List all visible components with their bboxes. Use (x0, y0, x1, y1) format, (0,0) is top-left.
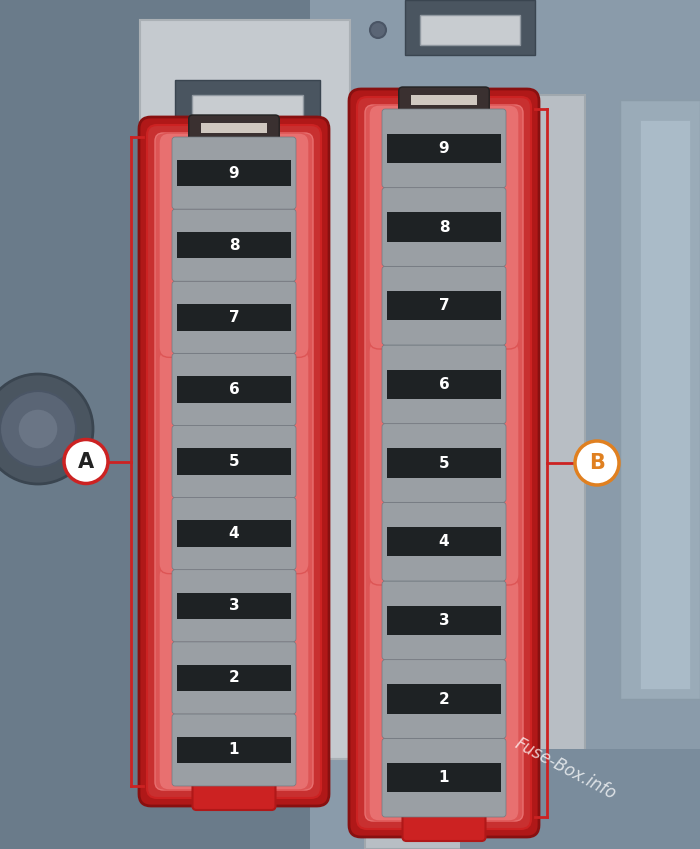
FancyBboxPatch shape (365, 105, 523, 821)
Text: 5: 5 (229, 454, 239, 469)
FancyBboxPatch shape (382, 739, 506, 817)
Text: 1: 1 (439, 770, 449, 785)
FancyBboxPatch shape (402, 813, 486, 841)
FancyBboxPatch shape (159, 133, 309, 357)
Bar (387, 763, 501, 792)
Bar (175, 80, 320, 145)
FancyBboxPatch shape (382, 660, 506, 739)
Text: 8: 8 (439, 220, 449, 234)
Text: 6: 6 (229, 382, 239, 396)
Text: Fuse-Box.info: Fuse-Box.info (511, 734, 619, 803)
FancyBboxPatch shape (349, 89, 539, 837)
Bar (460, 749, 700, 849)
Bar (0, 0, 310, 849)
FancyBboxPatch shape (159, 565, 309, 790)
Bar (387, 134, 501, 163)
Text: 5: 5 (439, 456, 449, 470)
Bar (387, 527, 501, 556)
FancyBboxPatch shape (147, 125, 321, 798)
Circle shape (0, 374, 93, 484)
Text: 9: 9 (229, 166, 239, 181)
Bar (177, 737, 291, 763)
Text: 4: 4 (229, 526, 239, 541)
Text: 3: 3 (439, 613, 449, 627)
Bar (177, 160, 291, 186)
Bar (177, 593, 291, 619)
FancyBboxPatch shape (172, 570, 296, 642)
FancyBboxPatch shape (189, 115, 279, 141)
Bar (201, 123, 267, 133)
Circle shape (64, 440, 108, 483)
FancyBboxPatch shape (382, 503, 506, 581)
FancyBboxPatch shape (369, 105, 519, 349)
Bar (387, 370, 501, 399)
Bar (620, 100, 700, 699)
FancyBboxPatch shape (155, 133, 313, 790)
Text: B: B (589, 453, 605, 473)
Circle shape (370, 22, 386, 38)
FancyBboxPatch shape (382, 345, 506, 424)
Bar (177, 376, 291, 402)
Bar (310, 0, 700, 849)
Bar (177, 520, 291, 547)
Text: 6: 6 (439, 377, 449, 392)
FancyBboxPatch shape (382, 581, 506, 660)
Bar (411, 95, 477, 105)
FancyBboxPatch shape (399, 87, 489, 113)
FancyBboxPatch shape (172, 209, 296, 281)
Text: A: A (78, 452, 94, 471)
Bar (140, 20, 350, 759)
FancyBboxPatch shape (382, 188, 506, 267)
FancyBboxPatch shape (369, 577, 519, 821)
Circle shape (149, 166, 167, 184)
FancyBboxPatch shape (172, 425, 296, 498)
FancyBboxPatch shape (172, 498, 296, 570)
Text: 4: 4 (439, 534, 449, 549)
Text: 1: 1 (229, 742, 239, 757)
FancyBboxPatch shape (382, 109, 506, 188)
Bar (177, 304, 291, 330)
Bar (405, 0, 535, 55)
Text: 7: 7 (439, 298, 449, 313)
FancyBboxPatch shape (357, 97, 531, 829)
Text: 2: 2 (229, 671, 239, 685)
FancyBboxPatch shape (159, 349, 309, 574)
FancyBboxPatch shape (382, 267, 506, 345)
Bar (387, 448, 501, 477)
Circle shape (575, 441, 619, 485)
Bar (192, 95, 303, 130)
Circle shape (0, 391, 76, 467)
Text: 2: 2 (439, 691, 449, 706)
Bar (365, 95, 585, 849)
Bar (177, 232, 291, 258)
FancyBboxPatch shape (382, 424, 506, 503)
Bar (177, 665, 291, 691)
Text: 3: 3 (229, 599, 239, 613)
Text: 7: 7 (229, 310, 239, 325)
Circle shape (18, 409, 58, 449)
FancyBboxPatch shape (172, 137, 296, 209)
Bar (177, 448, 291, 475)
FancyBboxPatch shape (172, 353, 296, 425)
FancyBboxPatch shape (369, 341, 519, 585)
Text: 8: 8 (229, 238, 239, 253)
FancyBboxPatch shape (172, 281, 296, 353)
Bar (387, 212, 501, 241)
Text: 9: 9 (439, 141, 449, 156)
Bar (387, 291, 501, 320)
Bar (387, 684, 501, 713)
Bar (640, 120, 690, 689)
FancyBboxPatch shape (172, 642, 296, 714)
FancyBboxPatch shape (139, 117, 329, 806)
FancyBboxPatch shape (193, 782, 276, 810)
Bar (420, 15, 520, 45)
Bar (387, 606, 501, 635)
FancyBboxPatch shape (172, 714, 296, 786)
